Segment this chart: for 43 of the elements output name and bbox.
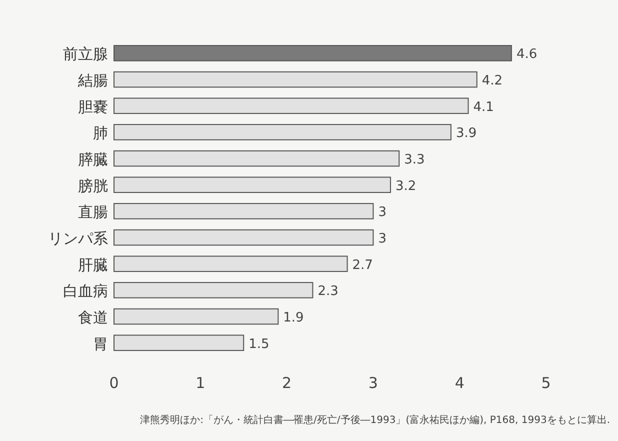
y-tick-label: 白血病 [63,282,108,300]
bar [114,282,314,298]
y-tick-label: 胃 [93,334,108,353]
y-tick-label: 食道 [78,308,108,326]
y-tick-label: 前立腺 [63,45,108,64]
bar [114,176,391,193]
data-label: 4.1 [473,100,494,115]
bar [114,71,478,88]
text: 津熊秀明ほか:「がん・統計白書―罹患/死亡/予後―1993」(富永祐民ほか編), P168, 1993をもとに算出. [140,414,610,426]
data-label: 3.3 [404,152,425,168]
x-tick-label: 0 [109,374,119,392]
x-tick-label: 5 [541,374,551,392]
bar [114,229,374,246]
bar [114,308,279,325]
x-tick-label: 4 [454,374,464,392]
x-tick-label: 2 [282,374,292,392]
data-label: 2.7 [352,258,373,273]
y-tick-label: 直腸 [78,203,108,222]
y-tick-label: 膀胱 [78,176,108,195]
bar [114,203,374,220]
bar [114,124,452,140]
bar [114,334,244,351]
y-tick-label: 肝臓 [78,256,108,274]
data-label: 3 [378,205,386,220]
data-label: 2.3 [318,284,338,300]
bar [114,98,469,114]
data-label: 1.5 [248,336,270,352]
y-tick-label: 胆嚢 [78,98,108,116]
x-tick-label: 3 [368,374,378,392]
data-label: 4.2 [482,74,503,88]
data-label: 3.2 [395,178,416,194]
data-label: 4.6 [516,47,538,62]
bar [114,45,512,62]
y-tick-label: 結腸 [77,72,108,90]
bar [114,150,400,167]
data-label: 1.9 [283,310,304,326]
y-tick-label: 肺 [93,124,108,142]
y-tick-label: リンパ系 [48,230,108,248]
y-tick-label: 膵臓 [78,150,108,168]
bar [114,256,348,272]
data-label: 3.9 [456,126,477,142]
x-tick-label: 1 [196,374,206,392]
data-label: 3 [378,232,386,246]
